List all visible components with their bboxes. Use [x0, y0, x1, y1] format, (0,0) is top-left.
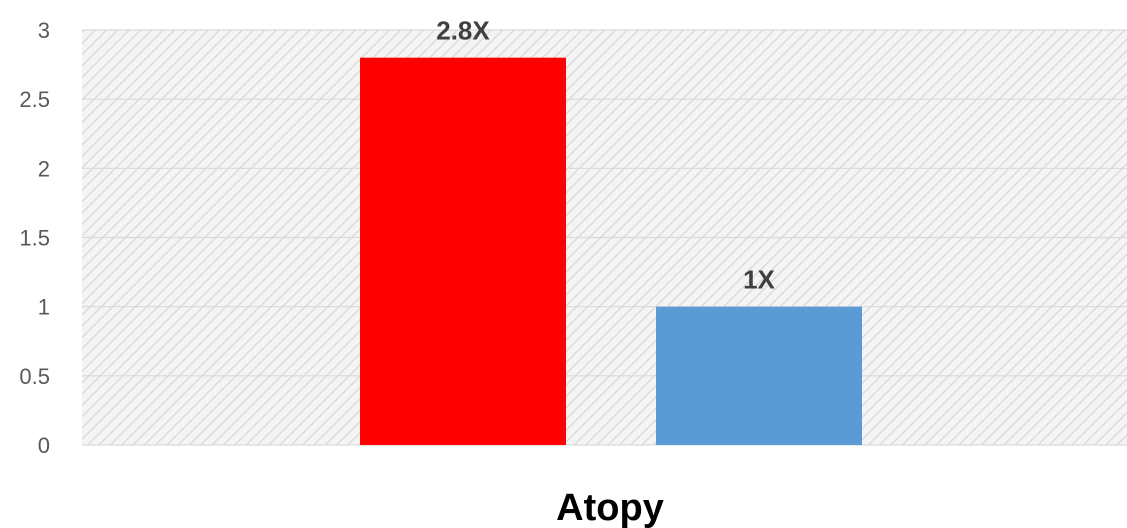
- bar-data-label: 1X: [743, 265, 775, 295]
- bar: [656, 306, 862, 445]
- y-tick-label: 2: [38, 156, 50, 181]
- data-labels: 2.8X 1X: [436, 16, 775, 295]
- y-axis-ticks: 0 0.5 1 1.5 2 2.5 3: [19, 18, 50, 458]
- bar-data-label: 2.8X: [436, 16, 490, 46]
- y-tick-label: 1.5: [19, 226, 50, 251]
- bars: [360, 57, 862, 446]
- x-axis-label: Atopy: [556, 487, 664, 528]
- gridlines: [82, 29, 1127, 446]
- y-tick-label: 0.5: [19, 364, 50, 389]
- bar: [360, 57, 566, 446]
- y-tick-label: 2.5: [19, 87, 50, 112]
- y-tick-label: 1: [38, 295, 50, 320]
- y-tick-label: 0: [38, 433, 50, 458]
- y-tick-label: 3: [38, 18, 50, 43]
